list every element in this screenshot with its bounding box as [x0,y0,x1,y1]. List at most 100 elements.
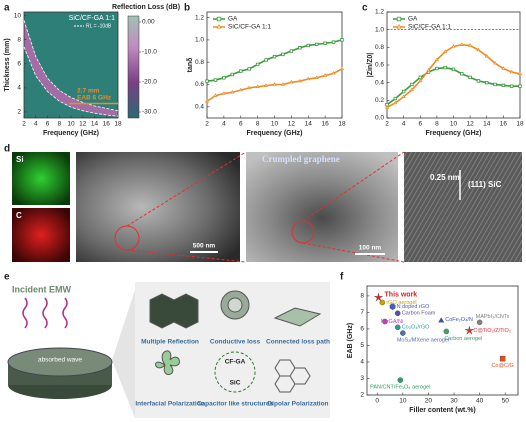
y-axis-label: EAB (GHz) [347,323,354,358]
x-tick-label: 30 [450,398,458,405]
marker [379,299,386,306]
marker [297,78,302,83]
marker [389,303,396,310]
plot-frame [366,285,519,396]
y-tick-label: 1.2 [195,14,204,21]
plane-label: (111) SiC [468,180,502,189]
colorbar-tick-label: -20.0 [142,79,157,86]
marker [438,317,445,323]
x-axis-label: Frequency (GHz) [43,130,99,137]
marker [397,377,404,383]
legend-label: GA [408,16,418,23]
x-tick-label: 12 [79,121,87,128]
x-tick-label: 8 [57,121,61,128]
zoom-wedge [112,290,135,418]
line [386,43,521,109]
panel-label: c [362,3,368,14]
marker [485,80,489,85]
marker [216,24,222,29]
zoom-line [302,242,405,263]
marker [509,69,514,74]
marker [476,79,481,83]
marker [393,96,398,101]
line [386,66,520,106]
marker [451,67,456,72]
marker [493,82,497,87]
y-axis-label: |Zin/Z0| [367,53,374,78]
marker [394,310,401,316]
marker [239,69,243,73]
annotation: EAB 6 GHz [77,94,112,101]
incident-waves [22,297,68,329]
y-tick-label: 5 [360,342,364,349]
marker [323,41,327,45]
panel-label: d [4,144,10,155]
marker [213,93,218,97]
y-tick-label: 1.0 [375,26,384,33]
marker [384,105,390,109]
si-map [12,152,70,205]
zoom-line [302,151,405,222]
marker [331,71,336,75]
marker [272,82,277,86]
panel-label: f [340,272,344,283]
x-tick-label: 4 [34,121,38,128]
x-tick-label: 4 [402,121,406,128]
c-map [12,208,70,262]
sample-label: SiC/CF-GA 1:1 [69,15,115,22]
marker [204,98,210,103]
x-tick-label: 2 [385,121,389,128]
marker [314,75,319,80]
x-tick-label: 6 [239,121,243,128]
zoom-line [126,151,247,227]
marker [484,53,489,58]
x-tick-label: 0 [375,398,379,405]
marker [255,84,260,88]
x-tick-label: 6 [46,121,50,128]
point-label: Co@C/G [491,363,513,369]
colorbar-title: Reflection Loss (dB) [112,4,180,11]
marker [465,326,474,335]
marker [493,60,498,65]
scale-label: 100 nm [359,245,382,252]
marker [476,319,483,326]
point-label: MoS₂/MXene aerogel [397,338,449,344]
marker [443,65,447,70]
marker [281,52,285,57]
marker [396,24,402,29]
y-tick-label: 4 [360,359,364,366]
x-axis-label: Frequency (GHz) [425,130,481,137]
x-tick-label: 16 [103,121,111,128]
y-tick-label: 0.8 [375,44,384,51]
marker [476,47,481,52]
y-tick-label: 6 [360,326,364,333]
point-label: C@TiO₂/Z/TiO₂ [473,328,511,334]
colorbar [127,15,140,119]
absorbed-label: absorbed wave [38,357,82,364]
colorbar-tick-label: -10.0 [142,49,157,56]
marker [340,38,344,42]
panel-label: e [4,272,10,283]
x-tick-label: 14 [305,121,313,128]
marker [289,79,294,84]
marker [443,49,448,53]
scale-label: 500 nm [193,243,216,250]
y-tick-label: 1.0 [195,37,204,44]
panel-d: d Si C 500 nm Crumpled graphene 100 nm 0… [4,144,522,263]
mechanism-label: Dipolar Polarization [267,401,328,408]
marker [393,100,398,105]
marker [255,62,260,67]
y-tick-label: 3 [360,375,364,382]
y-tick-label: 2 [17,109,21,116]
x-tick-label: 10 [67,121,75,128]
mechanism-icons [149,290,322,393]
y-tick-label: 0.4 [375,79,384,86]
d-spacing: 0.25 nm [430,173,460,182]
marker [238,87,243,92]
point-label: PAN/CNT/Fe₃O₄ aerogel [370,385,430,391]
mechanism-label: Multiple Reflection [141,339,199,346]
y-tick-label: 8 [360,293,364,300]
marker [298,46,302,50]
x-tick-label: 40 [476,398,484,405]
marker [272,54,277,59]
